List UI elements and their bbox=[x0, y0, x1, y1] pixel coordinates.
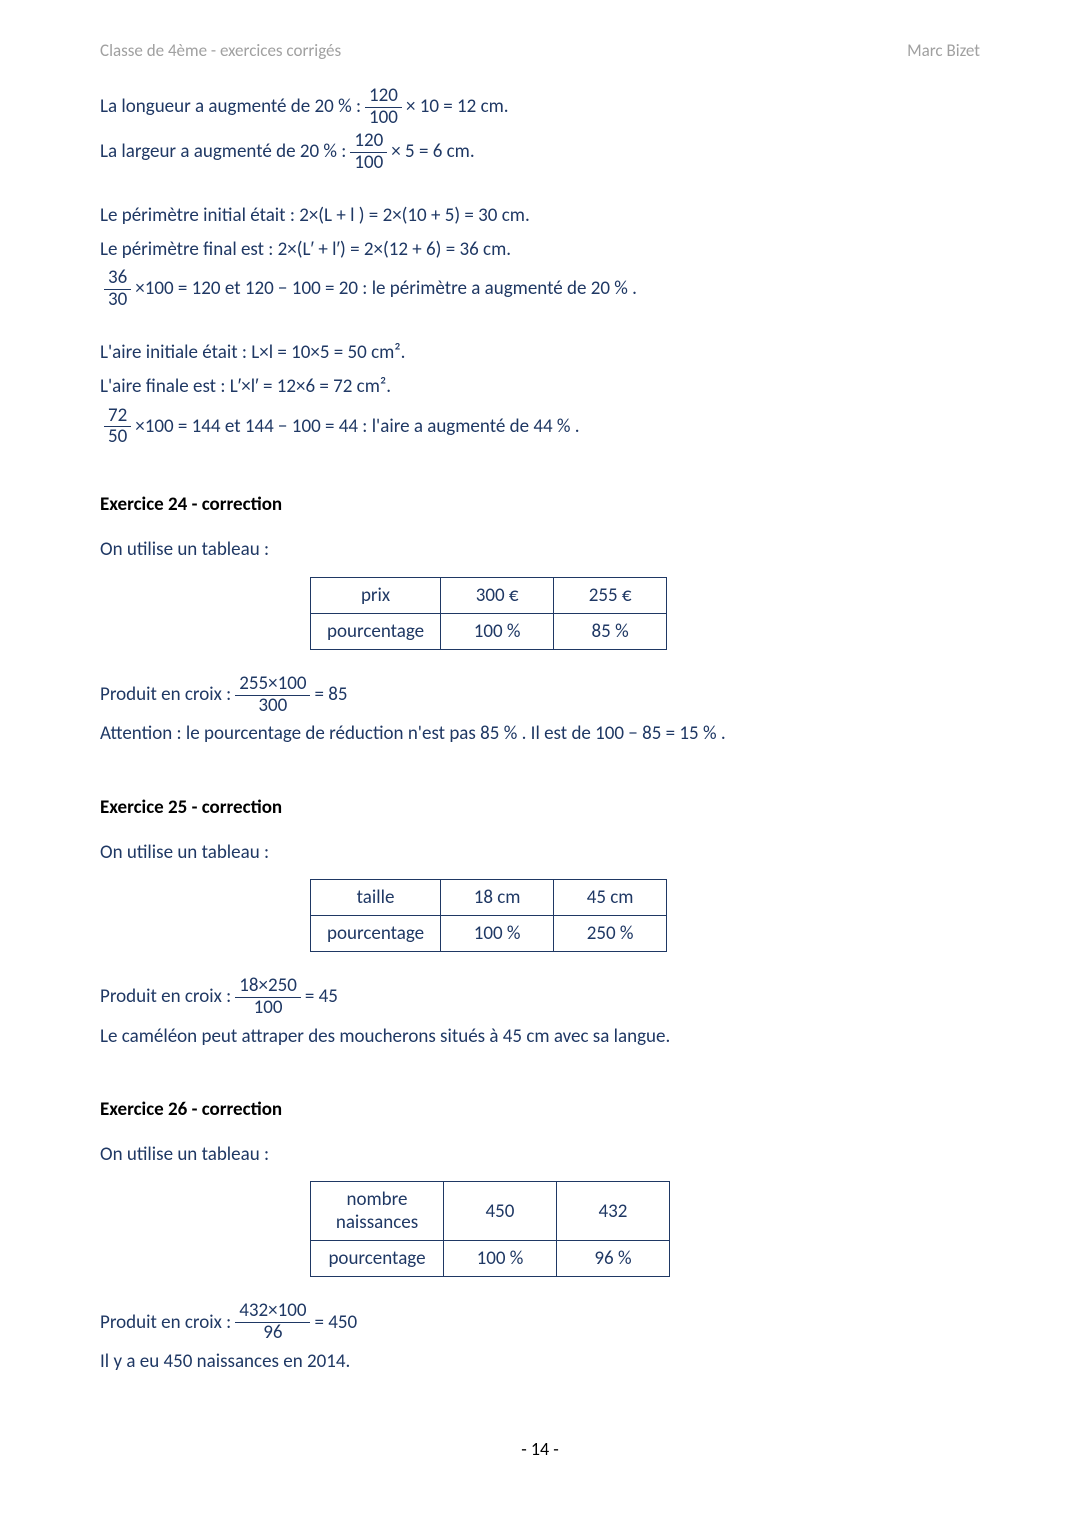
table-row: pourcentage 100 % 96 % bbox=[311, 1241, 670, 1277]
page-header: Classe de 4ème - exercices corrigés Marc… bbox=[100, 40, 980, 61]
ex25-intro: On utilise un tableau : bbox=[100, 837, 980, 869]
fraction-den: 100 bbox=[250, 998, 287, 1019]
table-cell: 432 bbox=[557, 1182, 670, 1241]
aire-calc: 72 50 ×100 = 144 et 144 − 100 = 44 : l'a… bbox=[100, 406, 980, 449]
table-cell-highlight: 450 bbox=[444, 1182, 557, 1241]
largeur-suffix: × 5 = 6 cm. bbox=[391, 136, 474, 168]
fraction-num: 432×100 bbox=[235, 1301, 310, 1323]
longueur-line: La longueur a augmenté de 20 % : 120 100… bbox=[100, 86, 980, 129]
ex25-table: taille 18 cm 45 cm pourcentage 100 % 250… bbox=[310, 879, 667, 952]
largeur-fraction: 120 100 bbox=[350, 131, 387, 174]
fraction-num: 36 bbox=[104, 268, 131, 290]
ex26-cross: Produit en croix : 432×100 96 = 450 bbox=[100, 1301, 980, 1344]
table-cell: pourcentage bbox=[311, 613, 441, 649]
fraction-num: 120 bbox=[350, 131, 387, 153]
table-cell: 300 € bbox=[441, 577, 554, 613]
table-cell: 100 % bbox=[444, 1241, 557, 1277]
table-cell: pourcentage bbox=[311, 915, 441, 951]
largeur-prefix: La largeur a augmenté de 20 % : bbox=[100, 136, 346, 168]
ex24-title: Exercice 24 - correction bbox=[100, 493, 980, 516]
ex26-title: Exercice 26 - correction bbox=[100, 1098, 980, 1121]
perim-calc-text: ×100 = 120 et 120 − 100 = 20 : le périmè… bbox=[135, 273, 637, 305]
ex25-cross: Produit en croix : 18×250 100 = 45 bbox=[100, 976, 980, 1019]
table-cell: 18 cm bbox=[441, 879, 554, 915]
ex25-title: Exercice 25 - correction bbox=[100, 796, 980, 819]
cross-result: = 85 bbox=[314, 679, 347, 711]
ex26-fraction: 432×100 96 bbox=[235, 1301, 310, 1344]
aire-calc-text: ×100 = 144 et 144 − 100 = 44 : l'aire a … bbox=[135, 411, 579, 443]
fraction-den: 96 bbox=[259, 1323, 286, 1344]
ex25-fraction: 18×250 100 bbox=[235, 976, 301, 1019]
fraction-den: 30 bbox=[104, 290, 131, 311]
fraction-num: 120 bbox=[365, 86, 402, 108]
aire-fraction: 72 50 bbox=[104, 406, 131, 449]
perim-fraction: 36 30 bbox=[104, 268, 131, 311]
ex26-note: Il y a eu 450 naissances en 2014. bbox=[100, 1346, 980, 1378]
table-cell-highlight: 85 % bbox=[554, 613, 667, 649]
ex25-note: Le caméléon peut attraper des moucherons… bbox=[100, 1021, 980, 1053]
table-row: taille 18 cm 45 cm bbox=[311, 879, 667, 915]
longueur-prefix: La longueur a augmenté de 20 % : bbox=[100, 91, 361, 123]
cross-prefix: Produit en croix : bbox=[100, 679, 231, 711]
table-cell: 255 € bbox=[554, 577, 667, 613]
table-row: pourcentage 100 % 250 % bbox=[311, 915, 667, 951]
table-row: pourcentage 100 % 85 % bbox=[311, 613, 667, 649]
table-row: nombre naissances 450 432 bbox=[311, 1182, 670, 1241]
cross-prefix: Produit en croix : bbox=[100, 1307, 231, 1339]
table-cell: nombre naissances bbox=[311, 1182, 444, 1241]
ex24-fraction: 255×100 300 bbox=[235, 674, 310, 717]
fraction-num: 255×100 bbox=[235, 674, 310, 696]
header-left: Classe de 4ème - exercices corrigés bbox=[100, 40, 341, 61]
fraction-num: 72 bbox=[104, 406, 131, 428]
page-number: - 14 - bbox=[100, 1438, 980, 1460]
aire-initiale: L'aire initiale était : L×l = 10×5 = 50 … bbox=[100, 337, 980, 369]
table-cell: 100 % bbox=[441, 915, 554, 951]
table-cell: prix bbox=[311, 577, 441, 613]
fraction-num: 18×250 bbox=[235, 976, 301, 998]
ex24-cross: Produit en croix : 255×100 300 = 85 bbox=[100, 674, 980, 717]
header-right: Marc Bizet bbox=[907, 40, 980, 61]
ex26-table: nombre naissances 450 432 pourcentage 10… bbox=[310, 1181, 670, 1277]
page: Classe de 4ème - exercices corrigés Marc… bbox=[0, 0, 1080, 1500]
perimetre-initial: Le périmètre initial était : 2×(L + l ) … bbox=[100, 200, 980, 232]
cross-result: = 45 bbox=[305, 981, 338, 1013]
ex24-intro: On utilise un tableau : bbox=[100, 534, 980, 566]
table-cell: pourcentage bbox=[311, 1241, 444, 1277]
table-cell: taille bbox=[311, 879, 441, 915]
aire-finale: L'aire finale est : L′×l′ = 12×6 = 72 cm… bbox=[100, 371, 980, 403]
longueur-suffix: × 10 = 12 cm. bbox=[406, 91, 509, 123]
table-row: prix 300 € 255 € bbox=[311, 577, 667, 613]
ex24-note: Attention : le pourcentage de réduction … bbox=[100, 718, 980, 750]
table-cell: 100 % bbox=[441, 613, 554, 649]
largeur-line: La largeur a augmenté de 20 % : 120 100 … bbox=[100, 131, 980, 174]
ex26-intro: On utilise un tableau : bbox=[100, 1139, 980, 1171]
cross-result: = 450 bbox=[314, 1307, 357, 1339]
ex24-table: prix 300 € 255 € pourcentage 100 % 85 % bbox=[310, 577, 667, 650]
table-cell: 250 % bbox=[554, 915, 667, 951]
perimetre-final: Le périmètre final est : 2×(L′ + l′) = 2… bbox=[100, 234, 980, 266]
perimetre-calc: 36 30 ×100 = 120 et 120 − 100 = 20 : le … bbox=[100, 268, 980, 311]
fraction-den: 50 bbox=[104, 427, 131, 448]
fraction-den: 300 bbox=[254, 696, 291, 717]
longueur-fraction: 120 100 bbox=[365, 86, 402, 129]
fraction-den: 100 bbox=[365, 108, 402, 129]
table-cell-highlight: 45 cm bbox=[554, 879, 667, 915]
fraction-den: 100 bbox=[350, 153, 387, 174]
cross-prefix: Produit en croix : bbox=[100, 981, 231, 1013]
table-cell: 96 % bbox=[557, 1241, 670, 1277]
